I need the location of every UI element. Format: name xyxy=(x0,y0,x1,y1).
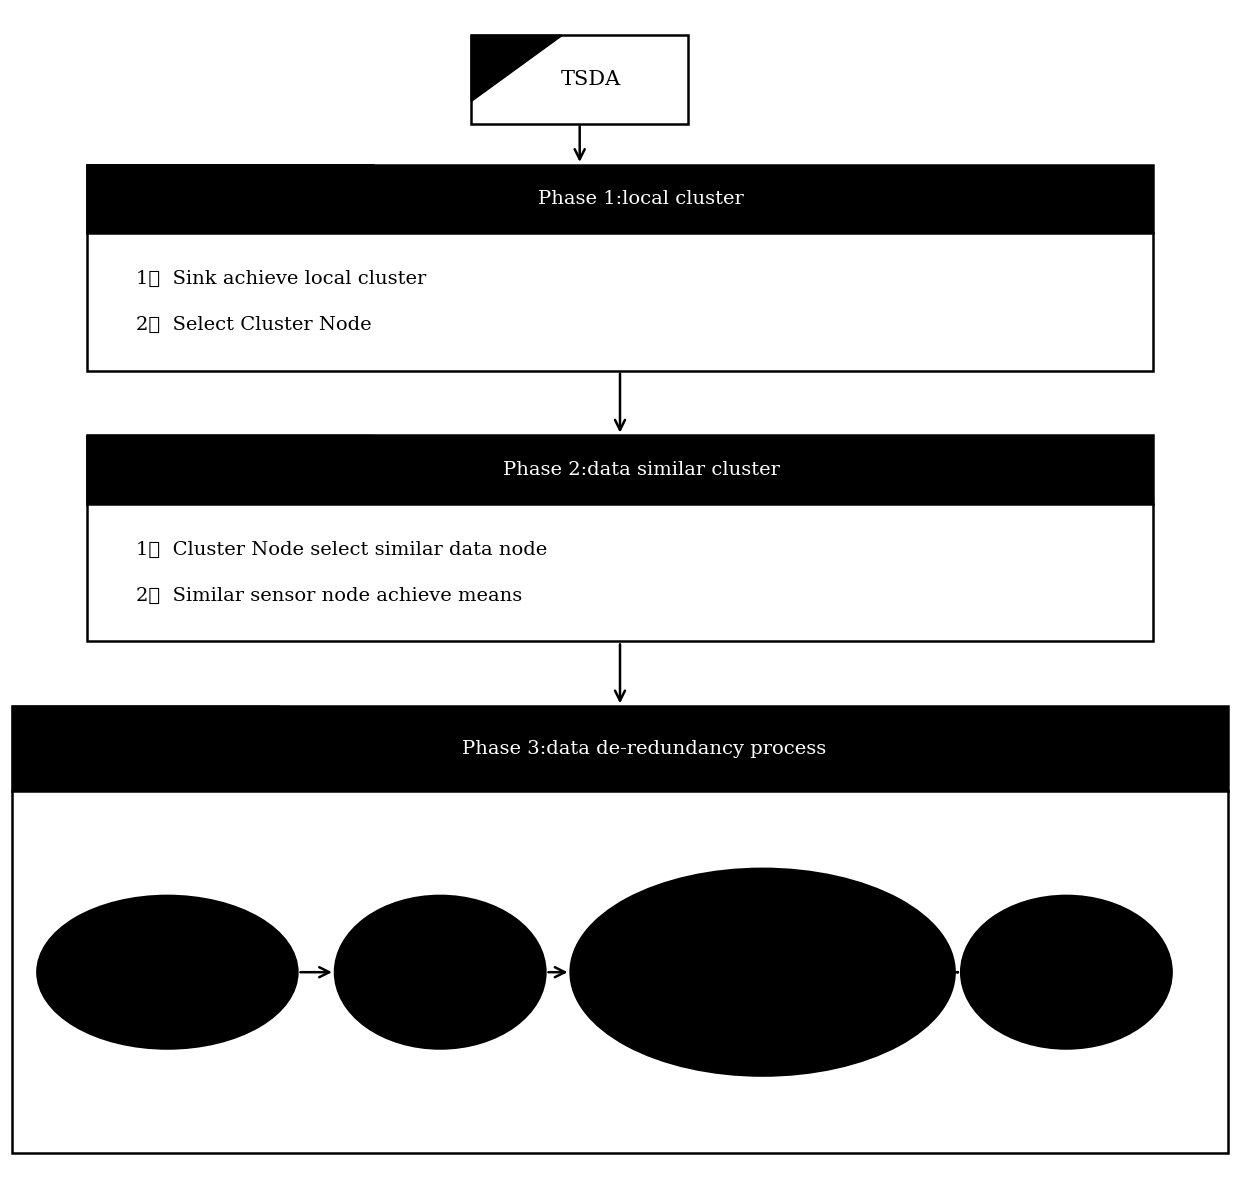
Ellipse shape xyxy=(570,869,955,1076)
Ellipse shape xyxy=(37,896,298,1049)
Bar xyxy=(87,165,1153,233)
Bar xyxy=(87,165,1153,371)
Text: 2、  Similar sensor node achieve means: 2、 Similar sensor node achieve means xyxy=(136,586,522,605)
Ellipse shape xyxy=(335,896,546,1049)
Polygon shape xyxy=(87,435,374,504)
Bar xyxy=(87,435,1153,504)
Text: 1、  Cluster Node select similar data node: 1、 Cluster Node select similar data node xyxy=(136,540,548,559)
Polygon shape xyxy=(471,35,563,101)
Bar xyxy=(87,435,1153,641)
Text: TSDA: TSDA xyxy=(560,69,621,89)
Text: Phase 3:data de-redundancy process: Phase 3:data de-redundancy process xyxy=(463,739,826,758)
Text: Phase 2:data similar cluster: Phase 2:data similar cluster xyxy=(503,460,780,479)
Polygon shape xyxy=(87,165,374,233)
Text: Phase 1:local cluster: Phase 1:local cluster xyxy=(538,189,744,208)
Bar xyxy=(12,706,1228,791)
Bar xyxy=(471,35,688,124)
Text: 2、  Select Cluster Node: 2、 Select Cluster Node xyxy=(136,315,372,334)
Bar xyxy=(12,706,1228,1153)
Polygon shape xyxy=(12,706,280,791)
Text: 1、  Sink achieve local cluster: 1、 Sink achieve local cluster xyxy=(136,270,427,288)
Ellipse shape xyxy=(961,896,1172,1049)
